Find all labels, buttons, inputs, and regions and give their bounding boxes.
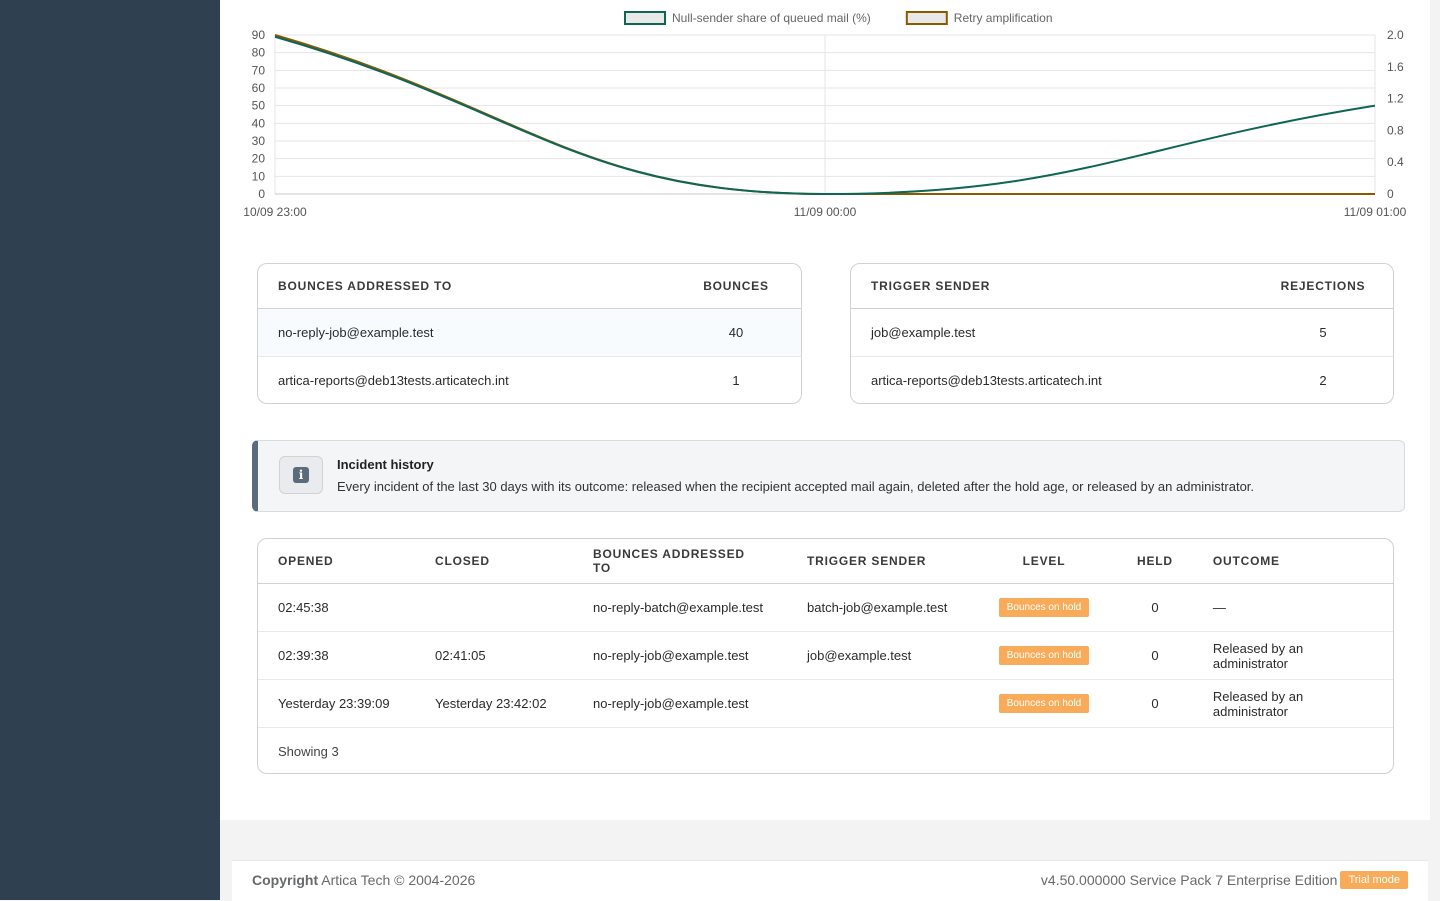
notice-text: Every incident of the last 30 days with … <box>337 479 1255 494</box>
held-cell: 0 <box>1117 631 1193 680</box>
opened-cell: 02:45:38 <box>258 583 415 632</box>
x-tick-label: 11/09 00:00 <box>794 205 857 219</box>
legend-swatch <box>905 11 948 25</box>
showing-count: Showing 3 <box>278 744 339 759</box>
to-cell: no-reply-job@example.test <box>573 631 787 680</box>
sender-cell: artica-reports@deb13tests.articatech.int <box>871 373 1102 388</box>
y2-tick-label: 2.0 <box>1387 28 1404 42</box>
count-cell: 2 <box>1319 373 1327 388</box>
y-tick-label: 0 <box>258 187 265 201</box>
outcome-cell: — <box>1192 583 1393 632</box>
y2-tick-label: 0.4 <box>1387 155 1404 169</box>
legend-label: Null-sender share of queued mail (%) <box>672 11 871 25</box>
address-cell: artica-reports@deb13tests.articatech.int <box>278 373 509 388</box>
closed-cell: Yesterday 23:42:02 <box>415 679 573 728</box>
trial-mode-badge: Trial mode <box>1340 871 1408 889</box>
to-cell: no-reply-job@example.test <box>573 679 787 728</box>
col-bounces-addressed-to: Bounces addressed to <box>258 264 671 309</box>
col-bounces-addressed-to: Bounces addressed to <box>573 539 787 584</box>
x-tick-label: 10/09 23:00 <box>243 205 307 219</box>
y-tick-label: 60 <box>252 81 266 95</box>
y-tick-label: 50 <box>252 99 266 113</box>
level-badge: Bounces on hold <box>998 646 1090 665</box>
senders-table-card: Trigger sender Rejections job@example.te… <box>850 263 1394 404</box>
copyright-text: Artica Tech © 2004-2026 <box>321 872 476 888</box>
y-tick-label: 80 <box>252 46 266 60</box>
table-row[interactable]: job@example.test 5 <box>851 308 1393 357</box>
col-closed: Closed <box>415 539 573 584</box>
info-icon: i <box>279 456 323 494</box>
sidebar <box>0 0 220 900</box>
sender-cell: batch-job@example.test <box>787 583 971 632</box>
bounces-table-card: Bounces addressed to Bounces no-reply-jo… <box>257 263 802 404</box>
closed-cell <box>415 583 573 632</box>
copyright-label: Copyright <box>252 872 319 888</box>
closed-cell: 02:41:05 <box>415 631 573 680</box>
table-footer-row: Showing 3 <box>258 728 1393 774</box>
col-trigger-sender: Trigger sender <box>851 264 1253 309</box>
y-tick-label: 10 <box>252 169 266 183</box>
bounces-table: Bounces addressed to Bounces no-reply-jo… <box>258 264 801 404</box>
y-tick-label: 30 <box>252 134 266 148</box>
opened-cell: Yesterday 23:39:09 <box>258 679 415 728</box>
version-text: v4.50.000000 Service Pack 7 Enterprise E… <box>1040 872 1338 888</box>
col-rejections: Rejections <box>1253 264 1393 309</box>
outcome-cell: Released by an administrator <box>1192 679 1393 728</box>
y-tick-label: 20 <box>252 152 266 166</box>
y-tick-label: 40 <box>252 116 266 130</box>
held-cell: 0 <box>1117 679 1193 728</box>
y-tick-label: 70 <box>252 63 266 77</box>
col-trigger-sender: Trigger sender <box>787 539 971 584</box>
outcome-cell: Released by an administrator <box>1192 631 1393 680</box>
table-row[interactable]: Yesterday 23:39:09 Yesterday 23:42:02 no… <box>258 679 1393 728</box>
sender-cell: job@example.test <box>787 631 971 680</box>
sender-cell <box>787 679 971 728</box>
col-level: Level <box>971 539 1117 584</box>
sender-cell: job@example.test <box>851 308 1253 357</box>
table-row[interactable]: 02:45:38 no-reply-batch@example.test bat… <box>258 583 1393 632</box>
y2-tick-label: 1.2 <box>1387 92 1404 106</box>
level-badge: Bounces on hold <box>998 694 1090 713</box>
count-cell: 40 <box>671 308 801 357</box>
opened-cell: 02:39:38 <box>258 631 415 680</box>
level-badge: Bounces on hold <box>998 598 1090 617</box>
y2-tick-label: 0.8 <box>1387 123 1404 137</box>
count-cell: 1 <box>732 373 740 388</box>
table-row[interactable]: artica-reports@deb13tests.articatech.int… <box>258 357 801 404</box>
line-chart: 0 10 20 30 40 50 60 70 80 90 0 0.4 0.8 1.2 1.6 2.0 10/09… <box>243 11 1407 219</box>
legend-swatch <box>624 11 666 25</box>
y2-tick-label: 0 <box>1387 187 1394 201</box>
incidents-table: Opened Closed Bounces addressed to Trigg… <box>258 539 1393 774</box>
address-cell: no-reply-job@example.test <box>258 308 671 357</box>
incident-history-notice: i Incident history Every incident of the… <box>252 440 1405 512</box>
col-bounces: Bounces <box>671 264 801 309</box>
y2-tick-label: 1.6 <box>1387 60 1404 74</box>
count-cell: 5 <box>1253 308 1393 357</box>
col-outcome: Outcome <box>1192 539 1393 584</box>
notice-title: Incident history <box>337 457 434 472</box>
legend-label: Retry amplification <box>954 11 1053 25</box>
to-cell: no-reply-batch@example.test <box>573 583 787 632</box>
col-held: Held <box>1117 539 1193 584</box>
page-footer: Copyright Artica Tech © 2004-2026 v4.50.… <box>232 860 1428 901</box>
col-opened: Opened <box>258 539 415 584</box>
held-cell: 0 <box>1117 583 1193 632</box>
table-row[interactable]: artica-reports@deb13tests.articatech.int… <box>851 357 1393 404</box>
table-row[interactable]: no-reply-job@example.test 40 <box>258 308 801 357</box>
series-line <box>274 35 1376 196</box>
senders-table: Trigger sender Rejections job@example.te… <box>851 264 1393 404</box>
x-tick-label: 11/09 01:00 <box>1344 205 1407 219</box>
y-tick-label: 90 <box>252 28 266 42</box>
incidents-table-card: Opened Closed Bounces addressed to Trigg… <box>257 538 1394 774</box>
table-row[interactable]: 02:39:38 02:41:05 no-reply-job@example.t… <box>258 631 1393 680</box>
